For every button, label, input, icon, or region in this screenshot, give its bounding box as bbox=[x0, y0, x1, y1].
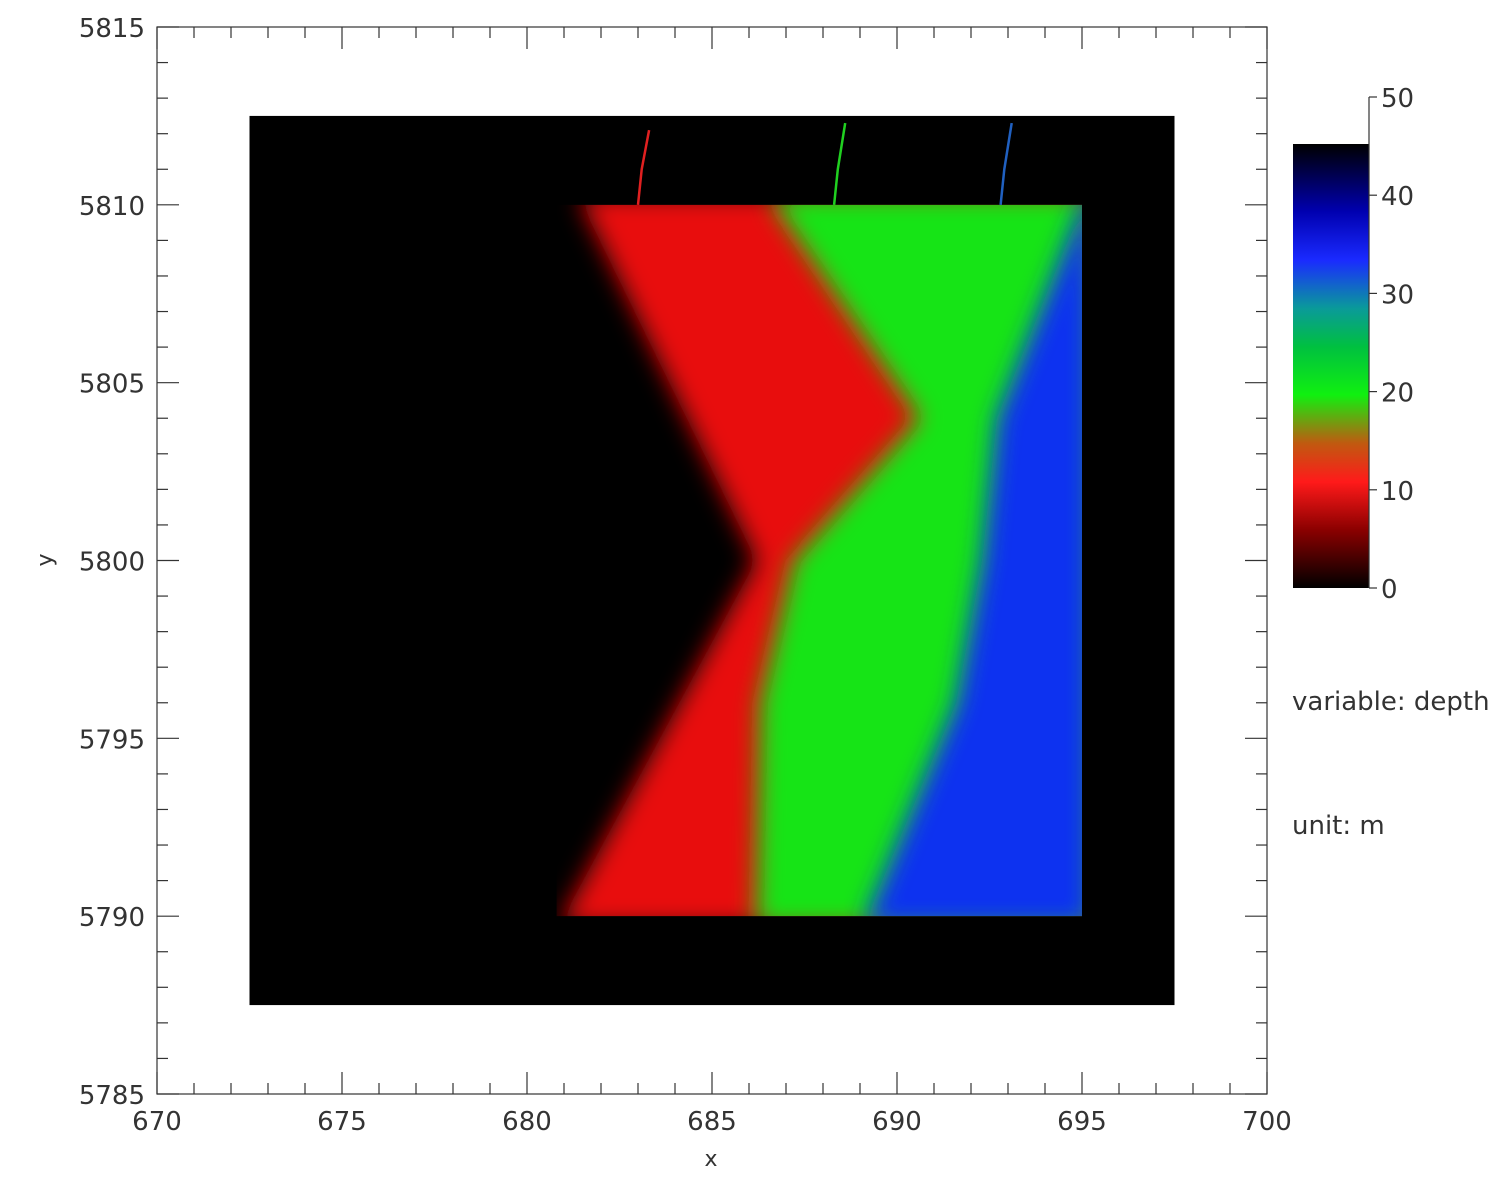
axis-ticks bbox=[156, 26, 1268, 1095]
x-tick-label: 680 bbox=[502, 1107, 552, 1137]
colorbar-tick-label: 10 bbox=[1381, 477, 1414, 507]
colorbar-ticks: 0 10 20 30 40 50 bbox=[1369, 84, 1414, 605]
contour-line-green bbox=[832, 122, 847, 205]
x-tick-label: 695 bbox=[1057, 1107, 1107, 1137]
y-tick-label: 5790 bbox=[79, 903, 145, 933]
colorbar-tick-label: 30 bbox=[1381, 280, 1414, 310]
depth-band-blue bbox=[867, 204, 1082, 917]
y-tick-label: 5785 bbox=[79, 1081, 145, 1111]
y-tick-labels: 5785 5790 5795 5800 5805 5810 5815 bbox=[79, 14, 145, 1111]
y-tick-label: 5815 bbox=[79, 14, 145, 44]
y-tick-label: 5795 bbox=[79, 725, 145, 755]
y-tick-label: 5800 bbox=[79, 548, 145, 578]
x-tick-label: 690 bbox=[872, 1107, 922, 1137]
depth-bands bbox=[556, 204, 1082, 917]
variable-label: variable: depth bbox=[1292, 687, 1490, 717]
contour-line-red bbox=[636, 129, 651, 205]
x-tick-label: 700 bbox=[1242, 1107, 1292, 1137]
contour-lines bbox=[636, 122, 1013, 205]
x-axis-title: x bbox=[704, 1147, 717, 1172]
contour-line-blue bbox=[999, 122, 1013, 205]
colorbar-gradient bbox=[1293, 144, 1369, 588]
y-tick-label: 5810 bbox=[79, 192, 145, 222]
colorbar-tick-label: 0 bbox=[1381, 575, 1398, 605]
colorbar-tick-label: 50 bbox=[1381, 84, 1414, 114]
y-tick-label: 5805 bbox=[79, 370, 145, 400]
unit-label: unit: m bbox=[1292, 811, 1385, 841]
x-tick-label: 670 bbox=[132, 1107, 182, 1137]
x-tick-label: 675 bbox=[317, 1107, 367, 1137]
colorbar: 0 10 20 30 40 50 bbox=[1293, 84, 1414, 605]
colorbar-tick-label: 20 bbox=[1381, 379, 1414, 409]
x-tick-labels: 670 675 680 685 690 695 700 bbox=[132, 1107, 1292, 1137]
y-axis-title: y bbox=[33, 553, 58, 566]
x-tick-label: 685 bbox=[687, 1107, 737, 1137]
heatmap-image bbox=[249, 115, 1175, 1006]
colorbar-tick-label: 40 bbox=[1381, 182, 1414, 212]
